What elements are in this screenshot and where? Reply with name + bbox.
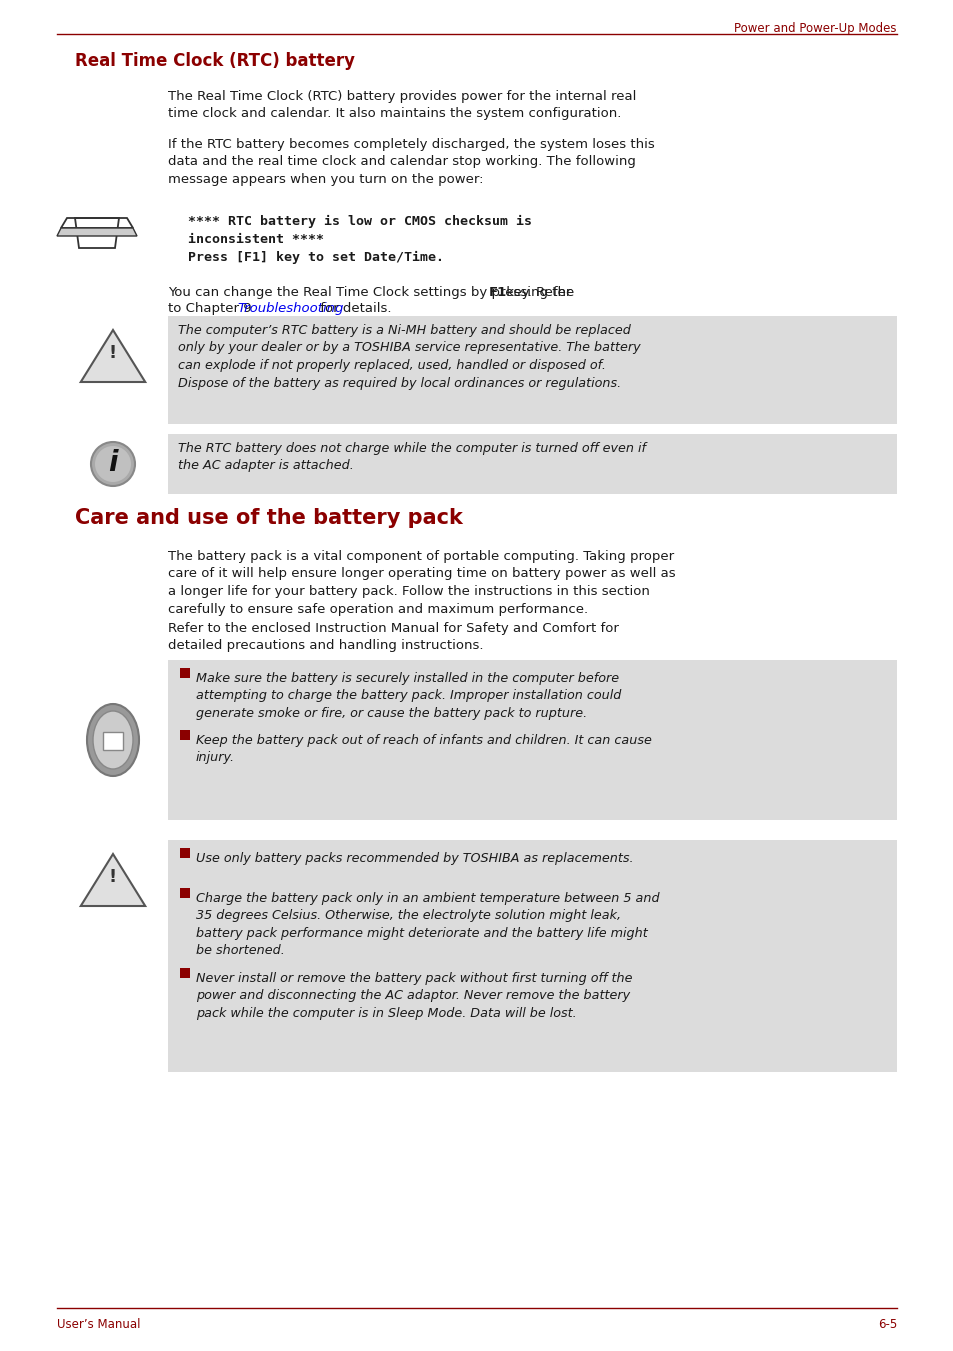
- Circle shape: [91, 442, 135, 486]
- Text: The Real Time Clock (RTC) battery provides power for the internal real
time cloc: The Real Time Clock (RTC) battery provid…: [168, 91, 636, 120]
- Text: 6-5: 6-5: [877, 1319, 896, 1331]
- FancyBboxPatch shape: [103, 732, 123, 750]
- Text: !: !: [109, 345, 117, 362]
- FancyBboxPatch shape: [180, 888, 190, 898]
- Text: Keep the battery pack out of reach of infants and children. It can cause
injury.: Keep the battery pack out of reach of in…: [195, 734, 651, 765]
- FancyBboxPatch shape: [180, 969, 190, 978]
- Text: The RTC battery does not charge while the computer is turned off even if
the AC : The RTC battery does not charge while th…: [178, 442, 645, 473]
- Text: Never install or remove the battery pack without first turning off the
power and: Never install or remove the battery pack…: [195, 971, 632, 1020]
- Text: Power and Power-Up Modes: Power and Power-Up Modes: [734, 22, 896, 35]
- Text: !: !: [109, 869, 117, 886]
- Polygon shape: [81, 330, 145, 382]
- FancyBboxPatch shape: [180, 667, 190, 678]
- Text: i: i: [108, 449, 117, 477]
- Circle shape: [95, 446, 131, 482]
- FancyBboxPatch shape: [168, 434, 896, 494]
- FancyBboxPatch shape: [168, 316, 896, 424]
- Text: Press [F1] key to set Date/Time.: Press [F1] key to set Date/Time.: [188, 251, 443, 263]
- Ellipse shape: [92, 711, 132, 769]
- Text: Care and use of the battery pack: Care and use of the battery pack: [75, 508, 462, 528]
- Text: If the RTC battery becomes completely discharged, the system loses this
data and: If the RTC battery becomes completely di…: [168, 138, 654, 186]
- FancyBboxPatch shape: [180, 730, 190, 740]
- FancyBboxPatch shape: [168, 840, 896, 1071]
- Text: You can change the Real Time Clock settings by pressing the: You can change the Real Time Clock setti…: [168, 286, 578, 299]
- Polygon shape: [57, 228, 137, 236]
- Text: Charge the battery pack only in an ambient temperature between 5 and
35 degrees : Charge the battery pack only in an ambie…: [195, 892, 659, 958]
- Text: to Chapter 9: to Chapter 9: [168, 303, 255, 315]
- Text: F1: F1: [489, 286, 507, 299]
- Text: The battery pack is a vital component of portable computing. Taking proper
care : The battery pack is a vital component of…: [168, 550, 675, 616]
- Text: Make sure the battery is securely installed in the computer before
attempting to: Make sure the battery is securely instal…: [195, 671, 620, 720]
- Text: User’s Manual: User’s Manual: [57, 1319, 140, 1331]
- Text: **** RTC battery is low or CMOS checksum is: **** RTC battery is low or CMOS checksum…: [188, 215, 532, 228]
- Text: key. Refer: key. Refer: [501, 286, 571, 299]
- FancyBboxPatch shape: [168, 661, 896, 820]
- Text: The computer’s RTC battery is a Ni-MH battery and should be replaced
only by you: The computer’s RTC battery is a Ni-MH ba…: [178, 324, 640, 389]
- FancyBboxPatch shape: [180, 848, 190, 858]
- Text: Use only battery packs recommended by TOSHIBA as replacements.: Use only battery packs recommended by TO…: [195, 852, 633, 865]
- Polygon shape: [81, 854, 145, 907]
- Text: Refer to the enclosed Instruction Manual for Safety and Comfort for
detailed pre: Refer to the enclosed Instruction Manual…: [168, 621, 618, 653]
- Ellipse shape: [87, 704, 139, 775]
- Text: Real Time Clock (RTC) battery: Real Time Clock (RTC) battery: [75, 51, 355, 70]
- Text: inconsistent ****: inconsistent ****: [188, 232, 324, 246]
- Text: for details.: for details.: [315, 303, 391, 315]
- Text: Troubleshooting: Troubleshooting: [237, 303, 344, 315]
